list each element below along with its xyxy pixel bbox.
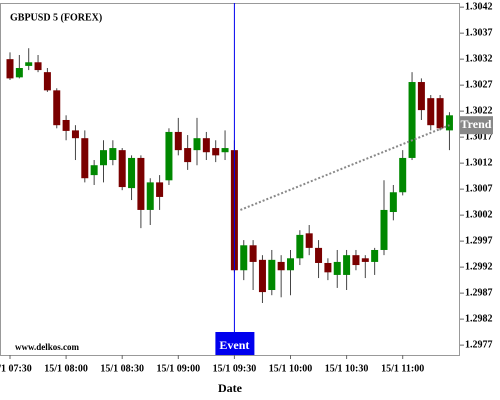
- candle-body: [62, 119, 70, 131]
- y-tick-label: 1.3012: [465, 157, 493, 168]
- trend-label: Trend: [461, 117, 492, 131]
- candle-body: [128, 157, 136, 189]
- candle-body: [361, 258, 369, 262]
- candle-body: [249, 245, 257, 262]
- x-tick-label: 15/1 08:00: [44, 363, 88, 374]
- candle-body: [193, 138, 201, 151]
- candle-body: [25, 62, 33, 66]
- candle-body: [34, 62, 42, 71]
- candle-body: [352, 255, 360, 266]
- candle-body: [240, 245, 248, 271]
- x-tick-label: 15/1 09:30: [213, 363, 257, 374]
- watermark: www.delkos.com: [15, 342, 80, 352]
- y-tick-label: 1.3027: [465, 79, 493, 90]
- candle-body: [156, 182, 164, 197]
- y-tick-label: 1.3032: [465, 53, 493, 64]
- candle-body: [43, 72, 51, 91]
- candle-body: [417, 82, 425, 111]
- candle-body: [81, 138, 89, 179]
- x-tick-label: 15/1 08:30: [100, 363, 144, 374]
- candle-body: [380, 209, 388, 250]
- candle-body: [6, 59, 14, 79]
- candle-body: [71, 130, 79, 139]
- trend-box: [460, 116, 493, 135]
- candle-body: [146, 182, 154, 210]
- candle-body: [408, 82, 416, 158]
- y-tick-label: 1.3002: [465, 209, 493, 220]
- x-tick-label: 15/1 07:30: [0, 363, 32, 374]
- candle-body: [333, 261, 341, 275]
- candle-body: [277, 261, 285, 271]
- candle-body: [53, 90, 61, 126]
- candle-body: [268, 259, 276, 291]
- candle-body: [100, 150, 107, 166]
- candle-body: [258, 259, 266, 293]
- candle-body: [90, 165, 98, 176]
- candle-body: [212, 148, 220, 156]
- y-tick-label: 1.3017: [465, 131, 493, 142]
- event-box: [215, 332, 255, 355]
- x-tick-label: 15/1 10:00: [269, 363, 313, 374]
- y-tick-label: 1.2997: [465, 235, 493, 246]
- candle-body: [343, 255, 351, 275]
- plot-area: [0, 3, 460, 356]
- candle-body: [436, 98, 444, 129]
- event-label: Event: [219, 338, 249, 352]
- candle-body: [296, 234, 304, 259]
- candle-body: [118, 150, 126, 188]
- candle-body: [137, 157, 145, 210]
- candle-body: [109, 148, 117, 161]
- candle-body: [427, 98, 435, 126]
- y-tick-label: 1.2977: [465, 339, 493, 350]
- y-tick-label: 1.3037: [465, 27, 493, 38]
- x-axis-title: Date: [218, 381, 243, 395]
- candle-body: [324, 262, 332, 273]
- candle-body: [15, 67, 23, 78]
- candle-body: [315, 247, 323, 263]
- y-tick-label: 1.3007: [465, 183, 493, 194]
- y-tick-label: 1.2987: [465, 287, 493, 298]
- y-tick-label: 1.3022: [465, 105, 493, 116]
- x-tick-label: 15/1 11:00: [381, 363, 424, 374]
- candle-body: [174, 131, 182, 151]
- candle-body: [165, 131, 173, 181]
- candle-body: [221, 148, 229, 153]
- y-tick-label: 1.3042: [465, 1, 493, 12]
- candle-body: [445, 115, 453, 131]
- y-tick-label: 1.2982: [465, 313, 493, 324]
- candle-body: [305, 233, 313, 248]
- x-tick-label: 15/1 10:30: [325, 363, 369, 374]
- candle-body: [399, 157, 407, 193]
- candle-body: [371, 249, 379, 262]
- candle-body: [184, 148, 192, 163]
- chart-title: GBPUSD 5 (FOREX): [10, 12, 102, 23]
- x-tick-label: 15/1 09:00: [156, 363, 200, 374]
- candle-body: [287, 258, 294, 271]
- candle-body: [202, 138, 210, 153]
- candle-body: [389, 192, 397, 213]
- y-tick-label: 1.2992: [465, 261, 493, 272]
- trend-line: [240, 124, 450, 211]
